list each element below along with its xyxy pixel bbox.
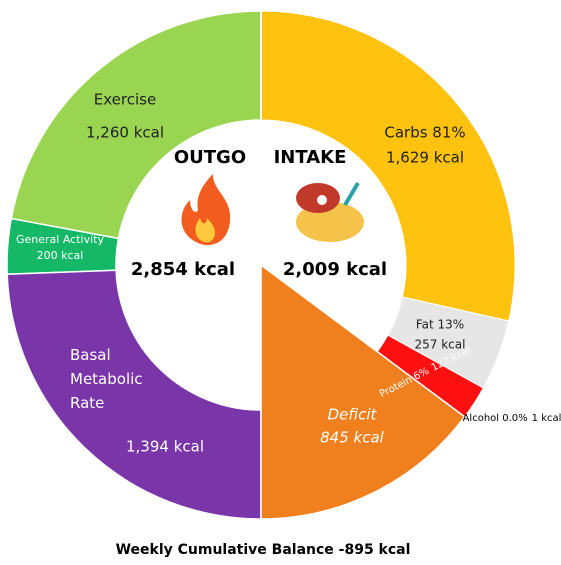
total-label: 2,009 kcal — [283, 259, 387, 280]
chart-title: Weekly Cumulative Balance -895 kcal — [116, 542, 411, 558]
fire-icon — [181, 174, 231, 246]
segment-label: Deficit — [328, 406, 378, 424]
plot — [6, 10, 516, 520]
segment-label: Fat 13% — [416, 318, 464, 332]
total-label: 2,854 kcal — [131, 259, 235, 280]
segment — [10, 10, 262, 240]
segment-label: General Activity — [16, 233, 104, 246]
heading: INTAKE — [274, 147, 347, 168]
food-icon-bone — [317, 195, 327, 205]
segment-label: Alcohol 0.0% 1 kcal — [463, 413, 561, 424]
value-label: 1,394 kcal — [126, 438, 204, 456]
segment-name: Alcohol 0.0% — [463, 413, 528, 424]
segment-label: Carbs 81% — [384, 124, 465, 142]
fire-icon-inner — [195, 218, 216, 243]
value-label: 845 kcal — [320, 429, 385, 447]
value-label: 1,629 kcal — [386, 149, 464, 167]
value-label: 257 kcal — [415, 338, 466, 352]
food-icon-stick — [343, 181, 360, 207]
deficit-segment — [260, 263, 466, 520]
heading: OUTGO — [174, 147, 246, 168]
value-label: 200 kcal — [37, 249, 84, 262]
segment-label: Exercise — [94, 91, 156, 109]
value-label: 1 kcal — [532, 413, 561, 424]
segment-label: Basal Metabolic Rate — [70, 346, 143, 412]
value-label: 1,260 kcal — [86, 124, 164, 142]
